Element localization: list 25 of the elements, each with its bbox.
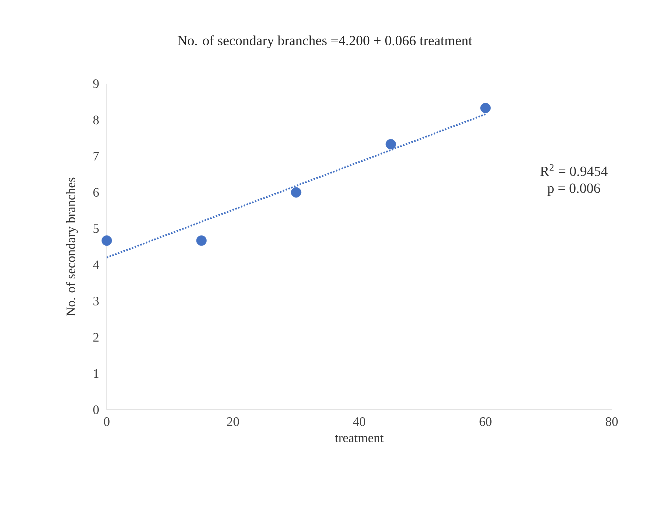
y-tick-label: 3 [94, 296, 99, 306]
y-tick-label: 4 [93, 260, 100, 270]
x-axis-title: treatment [335, 435, 384, 442]
point [386, 139, 396, 150]
x-tick-label: 80 [606, 418, 618, 426]
x-tick-label: 20 [227, 418, 240, 426]
y-tick-label: 1 [94, 369, 99, 378]
y-tick-label: 6 [94, 188, 100, 198]
y-axis-title: No. of secondary branches [66, 178, 78, 316]
y-tick-label: 7 [94, 152, 100, 161]
point [102, 236, 112, 246]
x-tick-label: 60 [480, 418, 492, 426]
y-tick-label: 8 [94, 116, 99, 125]
point [291, 187, 302, 198]
x-tick-label: 40 [353, 418, 366, 426]
point [480, 103, 491, 114]
chart-title: No. of secondary branches =4.200 + 0.066 treatment [178, 36, 472, 48]
y-tick-label: 0 [94, 406, 99, 414]
y-tick-label: 2 [94, 333, 99, 342]
x-tick-label: 0 [104, 418, 110, 426]
annotation: R$^{2}$ = 0.9454 [540, 164, 608, 176]
y-tick-label: 5 [94, 224, 99, 234]
point [196, 236, 207, 246]
annotation: p = 0.006 [548, 184, 600, 196]
y-tick-label: 9 [93, 80, 99, 88]
